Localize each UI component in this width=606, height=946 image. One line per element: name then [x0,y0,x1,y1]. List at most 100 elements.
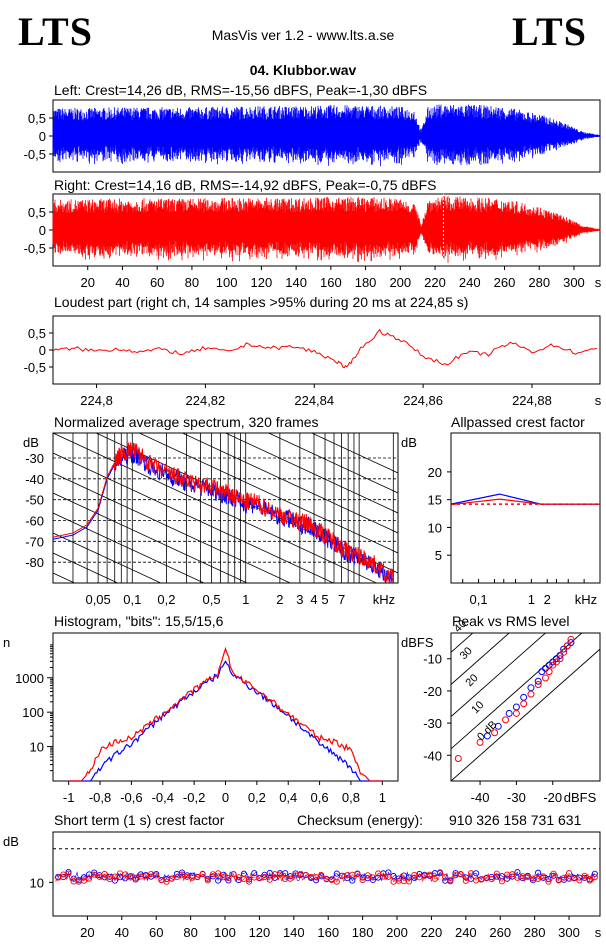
right-waveform-xtick-label: 60 [150,275,164,290]
spectrum-ytick-label: -60 [25,514,44,529]
short-term-crest-frame [52,831,601,917]
histogram-ytick-label: 100 [22,705,44,720]
spectrum-xtick-label: 3 [296,592,303,607]
spectrum-slope-line [53,472,292,583]
spectrum-slope-line [310,433,398,474]
short-term-crest-point [163,878,170,885]
peak-vs-rms-ytick-label: -40 [423,748,442,763]
short-term-crest-point [442,874,449,881]
spectrum-xtick-label: 0,1 [123,592,141,607]
left-waveform-signal [52,104,601,167]
short-term-crest-point [498,878,506,885]
loudest-part-title: Loudest part (right ch, 14 samples >95% … [54,294,469,310]
spectrum-xtick-label: 1 [242,592,249,607]
histogram-frame [52,632,399,782]
peak-vs-rms-frame [450,632,601,782]
peak-vs-rms-point [556,655,564,663]
peak-vs-rms-title: Peak vs RMS level [452,613,570,629]
short-term-crest-point [369,874,376,881]
short-term-crest-point [199,870,206,877]
peak-vs-rms-point [545,668,553,676]
short-term-crest-point [328,876,335,883]
short-term-crest-point [318,872,325,879]
short-term-crest-xtick-label: 40 [115,925,129,940]
histogram-xtick-label: -0,8 [89,790,111,805]
loudest-part-ytick-label: -0,5 [24,360,46,375]
peak-vs-rms-point [520,693,528,701]
short-term-crest-point [235,874,242,881]
short-term-crest-point [354,871,361,878]
right-waveform-xtick-label: 140 [285,275,307,290]
peak-vs-rms-point [541,674,549,682]
allpassed-crest-ytick-label: 10 [428,520,442,535]
allpassed-crest-xtick-label: 0,1 [470,592,488,607]
spectrum-slope-line [53,593,398,753]
peak-vs-rms-point [520,700,528,708]
peak-vs-rms-xtick-label: -20 [543,790,562,805]
peak-vs-rms-point [512,709,520,717]
spectrum-xtick-label: 0,5 [203,592,221,607]
spectrum-xtick-label: 4 [310,592,317,607]
peak-vs-rms-diagonal [451,648,600,781]
peak-vs-rms-point [538,668,546,676]
checksum-label: Checksum (energy): [297,812,424,828]
short-term-crest-point [91,871,98,878]
spectrum-slope-line [267,433,398,494]
short-term-crest-point [395,875,402,882]
loudest-part-frame [52,315,601,385]
short-term-crest-point [215,870,222,877]
peak-vs-rms-xtick-label: -40 [471,790,490,805]
short-term-crest-point [251,870,258,877]
right-waveform-ytick-label: -0,5 [24,241,46,256]
short-term-crest-point [436,870,444,877]
right-waveform-ytick-label: 0,5 [28,205,46,220]
short-term-crest-point [462,877,469,884]
spectrum-series-group [53,442,394,583]
peak-vs-rms-point [534,680,542,688]
short-term-crest-xtick-label: 160 [317,925,339,940]
spectrum-xtick-label: 2 [276,592,283,607]
peak-vs-rms-point [527,684,535,692]
short-term-crest-point [333,870,340,877]
short-term-crest-point [178,871,186,878]
peak-vs-rms-diagonal-label: 0 dB [475,719,499,743]
short-term-crest-point [65,870,72,877]
histogram-xtick-label: -1 [63,790,75,805]
right-waveform-xtick-label: 100 [216,275,238,290]
spectrum-ylabel: dB [23,435,39,450]
short-term-crest-point [488,876,495,883]
left-waveform-ytick-label: -0,5 [24,147,46,162]
spectrum-xlabel: kHz [373,592,395,607]
right-waveform-xtick-label: 20 [80,275,94,290]
logo-right: LTS [512,9,587,54]
allpassed-crest-ytick-label: 15 [428,493,442,508]
allpassed-crest-right-series [450,498,600,506]
loudest-part-ytick-label: 0 [39,343,46,358]
peak-vs-rms-left-series [483,639,575,740]
file-name: 04. Klubbor.wav [249,62,357,78]
spectrum-slope-line [53,552,119,583]
allpassed-crest-xtick-label: 1 [528,592,535,607]
short-term-crest-point [576,877,583,884]
right-waveform-xtick-label: 40 [115,275,129,290]
left-waveform-title: Left: Crest=14,26 dB, RMS=-15,56 dBFS, P… [54,82,428,98]
short-term-crest-xtick-label: 60 [149,925,163,940]
spectrum-grid [52,433,398,583]
right-waveform-signal [52,195,601,263]
loudest-part-x-unit: s [595,393,602,408]
short-term-crest-xtick-label: 180 [352,925,374,940]
spectrum-slope-line [53,532,162,583]
left-waveform-ytick-label: 0 [39,129,46,144]
loudest-part-xtick-label: 224,82 [186,393,226,408]
spectrum-ytick-label: -50 [25,493,44,508]
peak-vs-rms-ytick-label: -10 [423,652,442,667]
histogram-xtick-label: 0,8 [342,790,360,805]
short-term-crest-right-series [54,870,598,885]
loudest-part-signal [52,328,597,369]
spectrum-slope-line [53,613,398,773]
allpassed-crest-xtick-label: 2 [544,592,551,607]
spectrum-slope-line [181,433,398,534]
peak-vs-rms-point [502,716,510,724]
short-term-crest-point [550,872,557,879]
short-term-crest-xtick-label: 220 [421,925,443,940]
